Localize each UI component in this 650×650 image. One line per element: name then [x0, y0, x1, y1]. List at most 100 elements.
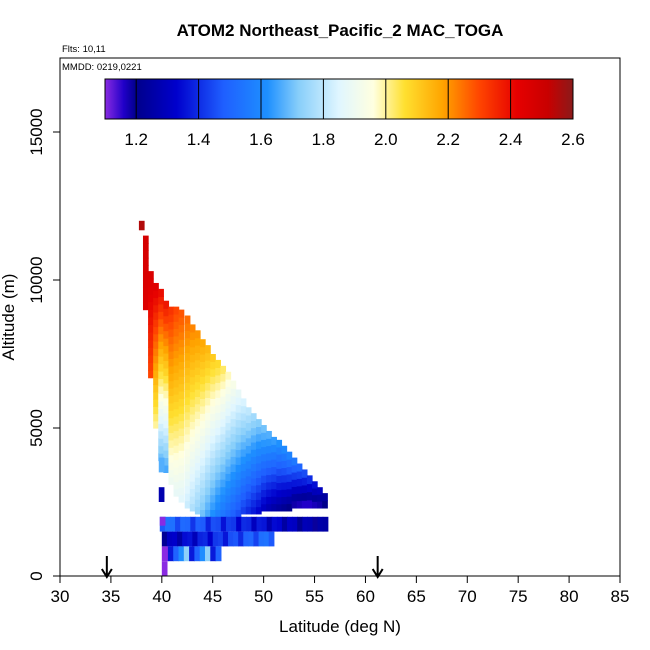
heatmap-cell — [287, 516, 293, 532]
heatmap-cell — [200, 487, 206, 496]
heatmap-cell — [246, 516, 253, 532]
heatmap-cell — [153, 398, 159, 407]
heatmap-cell — [261, 467, 267, 476]
heatmap-cell — [168, 351, 175, 360]
heatmap-cell — [158, 356, 164, 365]
heatmap-cell — [148, 339, 154, 348]
heatmap-cell — [276, 461, 283, 469]
heatmap-cell — [158, 423, 164, 432]
heatmap-cell — [225, 466, 232, 474]
x-axis-label: Latitude (deg N) — [279, 617, 401, 636]
heatmap-cell — [245, 407, 252, 416]
colorbar-tick-label: 2.4 — [499, 130, 523, 149]
heatmap-cell — [245, 437, 252, 446]
heatmap-cell — [297, 516, 303, 532]
heatmap-cell — [236, 516, 242, 532]
heatmap-cell — [220, 463, 227, 473]
heatmap-cell — [235, 434, 242, 443]
heatmap-cell — [173, 372, 180, 381]
heatmap-cell — [215, 546, 222, 562]
heatmap-cell — [235, 441, 242, 451]
heatmap-cell — [230, 426, 237, 435]
heatmap-cell — [261, 496, 267, 505]
heatmap-cell — [163, 360, 170, 369]
heatmap-cell — [142, 287, 149, 296]
heatmap-cell — [220, 411, 227, 420]
heatmap-cell — [161, 561, 168, 576]
y-tick-label: 5000 — [27, 409, 46, 447]
heatmap-cell — [194, 411, 201, 420]
heatmap-cell — [210, 494, 216, 503]
heatmap-cell — [210, 457, 216, 466]
heatmap-cell — [194, 477, 201, 486]
heatmap-cell — [153, 282, 159, 291]
heatmap-cell — [148, 362, 154, 371]
heatmap-cell — [291, 471, 298, 480]
heatmap-cell — [200, 398, 206, 407]
heatmap-cell — [306, 499, 313, 509]
heatmap-cell — [276, 496, 283, 505]
heatmap-cell — [178, 391, 185, 399]
heatmap-cell — [266, 438, 272, 447]
heatmap-cell — [205, 501, 211, 510]
heatmap-cell — [222, 531, 229, 547]
heatmap-cell — [158, 457, 165, 473]
heatmap-cell — [163, 352, 170, 362]
heatmap-cell — [200, 494, 206, 503]
heatmap-cell — [189, 346, 196, 355]
heatmap-cell — [202, 531, 209, 547]
heatmap-cell — [210, 516, 217, 532]
heatmap-cell — [182, 531, 188, 547]
heatmap-cell — [276, 439, 283, 448]
heatmap-cell — [178, 346, 185, 355]
heatmap-cell — [250, 492, 257, 501]
heatmap-cell — [153, 369, 159, 378]
heatmap-cell — [163, 330, 170, 339]
heatmap-cell — [261, 475, 267, 483]
heatmap-cell — [158, 333, 164, 342]
heatmap-cell — [240, 484, 247, 493]
heatmap-cell — [220, 433, 227, 442]
heatmap-cell — [158, 370, 164, 380]
heatmap-cell — [189, 458, 196, 467]
heatmap-cell — [189, 376, 196, 385]
heatmap-cell — [291, 457, 298, 466]
heatmap-cell — [200, 435, 206, 444]
heatmap-cell — [225, 451, 232, 460]
heatmap-cell — [256, 516, 263, 532]
heatmap-cell — [200, 346, 206, 355]
heatmap-cell — [276, 446, 283, 455]
heatmap-cell — [204, 546, 211, 562]
heatmap-cell — [251, 516, 258, 532]
heatmap-cell — [291, 493, 298, 502]
heatmap-cell — [161, 546, 169, 562]
colorbar-frame — [104, 78, 574, 120]
heatmap-cell — [168, 336, 175, 345]
heatmap-cell — [178, 368, 185, 377]
heatmap-cell — [215, 501, 221, 510]
heatmap-cell — [235, 426, 242, 436]
heatmap-cell — [184, 315, 191, 324]
heatmap-cell — [281, 496, 288, 505]
heatmap-cell — [205, 434, 211, 443]
y-axis-label: Altitude (m) — [0, 274, 18, 361]
heatmap-cell — [225, 371, 232, 380]
heatmap-cell — [256, 491, 262, 500]
heatmap-cell — [281, 453, 288, 461]
x-tick-label: 85 — [611, 587, 630, 606]
heatmap-cell — [189, 384, 196, 393]
heatmap-cell — [142, 257, 149, 266]
heatmap-cell — [184, 433, 191, 442]
heatmap-cell — [215, 374, 221, 383]
heatmap-cell — [240, 398, 247, 407]
heatmap-cell — [158, 445, 164, 454]
heatmap-cell — [200, 368, 206, 377]
heatmap-cell — [210, 450, 216, 459]
heatmap-cell — [194, 546, 201, 562]
heatmap-cell — [240, 434, 247, 443]
heatmap-cell — [205, 389, 211, 398]
heatmap-cell — [189, 361, 196, 370]
heatmap-cell — [205, 345, 211, 354]
heatmap-cell — [189, 428, 196, 437]
arrow-down-icon — [100, 556, 113, 579]
